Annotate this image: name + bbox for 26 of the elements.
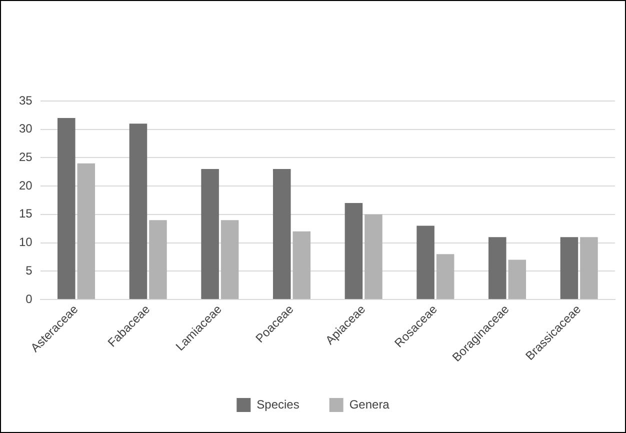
- bar: [292, 231, 311, 299]
- legend-label: Genera: [349, 397, 390, 412]
- legend-label: Species: [256, 397, 300, 412]
- bar: [272, 169, 291, 299]
- bar: [560, 237, 578, 299]
- bar: [77, 163, 96, 299]
- y-tick-label: 10: [18, 235, 33, 250]
- bar: [344, 203, 363, 299]
- y-tick-label: 5: [26, 263, 33, 278]
- bar: [436, 254, 454, 299]
- y-tick-label: 0: [26, 292, 33, 306]
- bar: [488, 237, 506, 299]
- bar: [149, 220, 167, 299]
- y-tick-label: 20: [18, 178, 33, 192]
- y-tick-label: 25: [18, 150, 33, 164]
- bar: [416, 226, 434, 299]
- bar: [508, 260, 526, 299]
- bar: [129, 124, 148, 299]
- bar: [58, 118, 76, 299]
- y-tick-label: 15: [18, 206, 33, 221]
- bar: [220, 220, 239, 299]
- y-tick-label: 30: [18, 122, 33, 136]
- bar: [201, 169, 219, 299]
- bar: [364, 214, 382, 299]
- bar: [580, 237, 598, 299]
- y-tick-label: 35: [18, 93, 33, 108]
